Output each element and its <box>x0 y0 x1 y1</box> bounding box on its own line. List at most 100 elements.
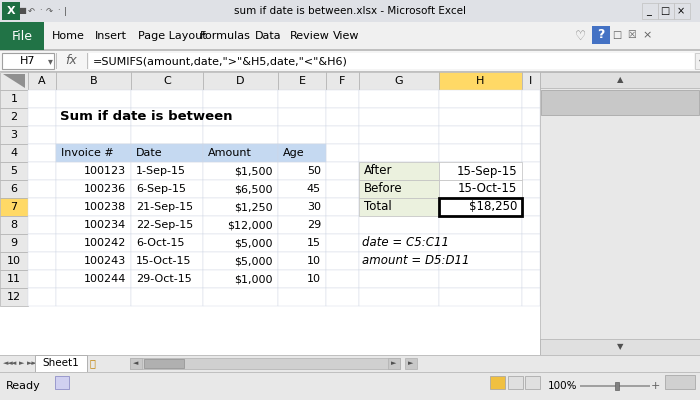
Bar <box>439 270 522 288</box>
Bar <box>540 72 700 355</box>
Text: ▾: ▾ <box>48 56 52 66</box>
Text: 4: 4 <box>10 148 18 158</box>
Text: _: _ <box>647 6 652 16</box>
Bar <box>439 234 522 252</box>
Circle shape <box>592 26 610 44</box>
Text: 6-Sep-15: 6-Sep-15 <box>136 184 186 194</box>
Text: ·: · <box>57 6 60 16</box>
Text: 7: 7 <box>10 202 18 212</box>
Bar <box>57 53 85 69</box>
Bar <box>203 144 278 162</box>
Bar <box>439 198 522 216</box>
Bar <box>0 216 28 234</box>
Bar <box>131 180 203 198</box>
Bar <box>326 216 359 234</box>
Bar <box>695 53 700 69</box>
Text: Ready: Ready <box>6 381 41 391</box>
Text: fx: fx <box>65 54 77 68</box>
Text: 30: 30 <box>307 202 321 212</box>
Text: −: − <box>567 381 577 391</box>
Text: 15-Oct-15: 15-Oct-15 <box>458 182 517 196</box>
Bar <box>642 3 658 19</box>
Text: Age: Age <box>283 148 304 158</box>
Bar <box>439 90 522 108</box>
Bar <box>28 72 56 90</box>
Text: 8: 8 <box>10 220 18 230</box>
Text: ◄: ◄ <box>133 360 139 366</box>
Bar <box>522 144 540 162</box>
Text: H: H <box>476 76 484 86</box>
Bar <box>56 216 131 234</box>
Bar <box>131 234 203 252</box>
Text: ♡: ♡ <box>575 30 586 42</box>
Bar <box>439 108 522 126</box>
Bar <box>326 288 359 306</box>
Bar <box>278 252 326 270</box>
Bar <box>2 2 20 20</box>
Bar <box>522 270 540 288</box>
Text: 10: 10 <box>307 274 321 284</box>
Bar <box>522 108 540 126</box>
Text: 10: 10 <box>7 256 21 266</box>
Bar <box>203 126 278 144</box>
Text: 22-Sep-15: 22-Sep-15 <box>136 220 193 230</box>
Bar <box>658 3 674 19</box>
Bar <box>56 288 131 306</box>
Bar <box>131 252 203 270</box>
Bar <box>0 108 28 126</box>
Bar <box>0 180 28 198</box>
Bar <box>35 355 87 372</box>
Bar <box>56 234 131 252</box>
Text: B: B <box>90 76 97 86</box>
Bar <box>0 22 700 50</box>
Text: 100%: 100% <box>548 381 578 391</box>
Text: 29: 29 <box>307 220 321 230</box>
Text: Sheet1: Sheet1 <box>43 358 79 368</box>
Bar <box>326 252 359 270</box>
Bar <box>28 180 56 198</box>
Bar <box>56 180 131 198</box>
Text: Formulas: Formulas <box>200 31 251 41</box>
Bar <box>522 126 540 144</box>
Bar <box>56 252 131 270</box>
Bar <box>0 355 700 356</box>
Bar <box>130 358 142 369</box>
Bar <box>203 234 278 252</box>
Text: Total: Total <box>364 200 392 214</box>
Text: ►: ► <box>408 360 414 366</box>
Text: E: E <box>298 76 305 86</box>
Bar <box>359 180 439 198</box>
Bar <box>326 270 359 288</box>
Bar <box>0 372 700 400</box>
Text: Amount: Amount <box>208 148 252 158</box>
Text: G: G <box>395 76 403 86</box>
Bar <box>326 126 359 144</box>
Bar <box>359 252 439 270</box>
Bar <box>522 234 540 252</box>
Text: 2: 2 <box>10 112 18 122</box>
Bar <box>439 180 522 198</box>
Bar <box>580 385 650 387</box>
Bar <box>278 108 326 126</box>
Bar <box>0 288 28 306</box>
Bar <box>0 270 28 288</box>
Bar <box>439 144 522 162</box>
Bar <box>439 198 522 216</box>
Bar <box>278 270 326 288</box>
Text: 100234: 100234 <box>84 220 126 230</box>
Bar <box>28 126 56 144</box>
Bar <box>0 49 700 50</box>
Bar <box>439 252 522 270</box>
Bar <box>28 90 56 108</box>
Text: amount = D5:D11: amount = D5:D11 <box>362 254 470 268</box>
Bar <box>28 234 56 252</box>
Text: 100242: 100242 <box>83 238 126 248</box>
Bar <box>0 50 700 51</box>
Text: H7: H7 <box>20 56 36 66</box>
Bar <box>359 270 439 288</box>
Text: 29-Oct-15: 29-Oct-15 <box>136 274 192 284</box>
Bar <box>131 162 203 180</box>
Bar <box>525 376 540 389</box>
Bar <box>131 198 203 216</box>
Bar <box>87 53 88 69</box>
